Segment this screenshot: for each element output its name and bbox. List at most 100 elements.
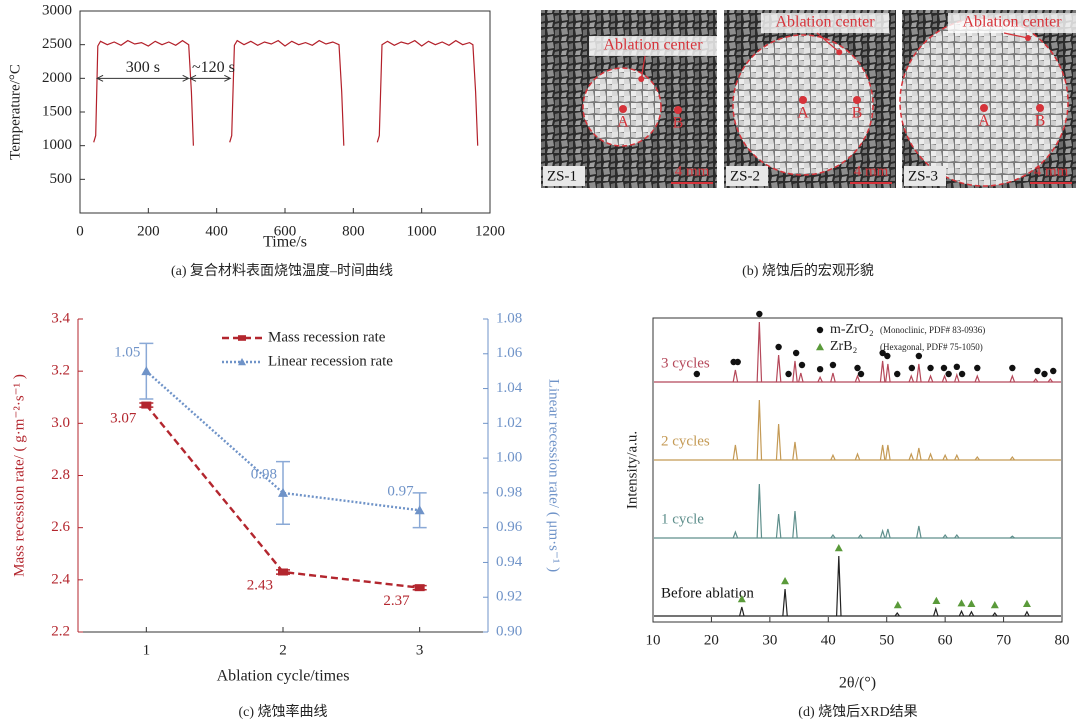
- pointer-dot: [638, 76, 645, 82]
- peak: [916, 363, 922, 383]
- peak: [854, 452, 861, 461]
- x-tick-label: 50: [879, 632, 894, 648]
- x-tick-label: 70: [996, 632, 1011, 648]
- y-tick-label: 0.96: [496, 519, 523, 535]
- data-line: [145, 370, 420, 512]
- peak: [879, 528, 886, 539]
- marker: [857, 370, 865, 378]
- scale-label: 4 mm: [675, 163, 710, 179]
- y-tick-label: 2.8: [51, 467, 70, 483]
- peak: [916, 447, 922, 461]
- point: [1036, 104, 1044, 112]
- y-tick-label: 1.02: [496, 415, 522, 431]
- peak: [894, 611, 900, 617]
- marker: [932, 596, 941, 604]
- legend-label: Linear recession rate: [268, 353, 393, 369]
- peak: [927, 452, 934, 461]
- peak: [830, 533, 836, 539]
- marker: [775, 343, 782, 351]
- peak: [798, 372, 804, 383]
- marker: [990, 601, 999, 609]
- point-label: A: [978, 113, 990, 130]
- peak: [775, 513, 782, 539]
- panel-name: ZS-3: [908, 168, 938, 184]
- marker: [816, 366, 824, 373]
- data-line: [93, 39, 479, 146]
- marker: [816, 343, 824, 351]
- x-tick-label: 10: [646, 632, 661, 648]
- marker: [781, 577, 790, 585]
- marker: [915, 352, 923, 360]
- peak: [775, 423, 782, 461]
- name-bg: [726, 166, 768, 186]
- marker: [693, 370, 701, 378]
- x-tick-label: 800: [342, 223, 365, 239]
- peak: [968, 610, 975, 617]
- y2-axis-title: Linear recession rate/ ( μm·s⁻¹ ): [546, 379, 562, 572]
- y-tick-label: 2.6: [51, 519, 70, 535]
- y-tick-label: 0.90: [496, 623, 522, 639]
- x-tick-label: 20: [704, 632, 719, 648]
- legend-label: ZrB₂: [830, 339, 858, 354]
- marker: [1041, 370, 1048, 378]
- peak: [854, 374, 861, 383]
- marker: [785, 370, 792, 378]
- x-tick-label: 1000: [407, 223, 437, 239]
- marker-label: Ablation center: [962, 14, 1062, 31]
- annotation-arrow: [95, 74, 190, 82]
- peak: [792, 510, 798, 539]
- annotation: ~120 s: [192, 59, 235, 76]
- y-tick-label: 1.00: [496, 450, 522, 466]
- x-tick-label: 3: [416, 642, 424, 658]
- marker: [278, 487, 288, 497]
- y-tick-label: 1000: [42, 137, 72, 153]
- caption: (d) 烧蚀后XRD结果: [798, 704, 917, 720]
- peak: [927, 374, 934, 383]
- series-label: Before ablation: [661, 585, 754, 601]
- marker: [238, 335, 246, 341]
- annotation-arrow: [188, 74, 232, 82]
- y-tick-label: 0.92: [496, 589, 522, 605]
- point: [799, 96, 807, 104]
- series-label: 2 cycles: [661, 433, 710, 449]
- y-tick-label: 1500: [42, 103, 72, 119]
- peak: [756, 321, 763, 383]
- label-bg: [761, 13, 889, 33]
- y-axis-title: Temperature/°C: [7, 64, 23, 160]
- y-axis-title: Intensity/a.u.: [624, 431, 640, 509]
- peak: [954, 453, 960, 461]
- series-label: 3 cycles: [661, 355, 710, 371]
- x-tick-label: 80: [1055, 632, 1070, 648]
- marker: [957, 599, 966, 607]
- peak: [792, 441, 798, 461]
- marker: [1009, 364, 1016, 372]
- y-tick-label: 1.06: [496, 345, 523, 361]
- y-tick-label: 2.2: [51, 623, 70, 639]
- marker-label: Ablation center: [603, 37, 703, 54]
- scale-label: 4 mm: [854, 163, 889, 179]
- peak: [908, 374, 915, 383]
- marker-label: Ablation center: [775, 14, 875, 31]
- scale-label: 4 mm: [1034, 163, 1069, 179]
- point: [980, 104, 988, 112]
- marker: [1050, 367, 1057, 375]
- peak: [732, 530, 739, 539]
- peak: [782, 588, 788, 617]
- marker: [893, 601, 902, 609]
- x-tick-label: 40: [821, 632, 836, 648]
- marker: [734, 358, 741, 366]
- panel-name: ZS-2: [730, 168, 760, 184]
- panel-name: ZS-1: [547, 168, 577, 184]
- y-tick-label: 0.94: [496, 554, 523, 570]
- marker: [1022, 599, 1031, 607]
- label-bg: [589, 36, 717, 56]
- marker: [792, 349, 800, 357]
- peak: [879, 360, 886, 383]
- x-axis-title: 2θ/(°): [839, 675, 876, 692]
- marker: [829, 361, 837, 369]
- marker: [884, 352, 891, 360]
- peak: [954, 533, 960, 539]
- marker: [945, 370, 952, 378]
- marker: [940, 364, 948, 372]
- point-label: B: [673, 115, 684, 132]
